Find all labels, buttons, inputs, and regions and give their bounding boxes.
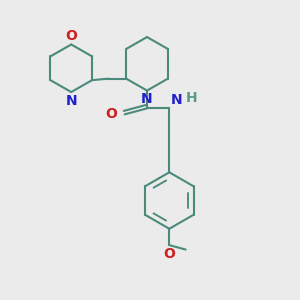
Text: N: N xyxy=(141,92,153,106)
Text: N: N xyxy=(65,94,77,107)
Text: O: O xyxy=(164,247,175,261)
Text: H: H xyxy=(186,91,197,105)
Text: N: N xyxy=(171,93,182,107)
Text: O: O xyxy=(65,29,77,43)
Text: O: O xyxy=(105,107,117,121)
